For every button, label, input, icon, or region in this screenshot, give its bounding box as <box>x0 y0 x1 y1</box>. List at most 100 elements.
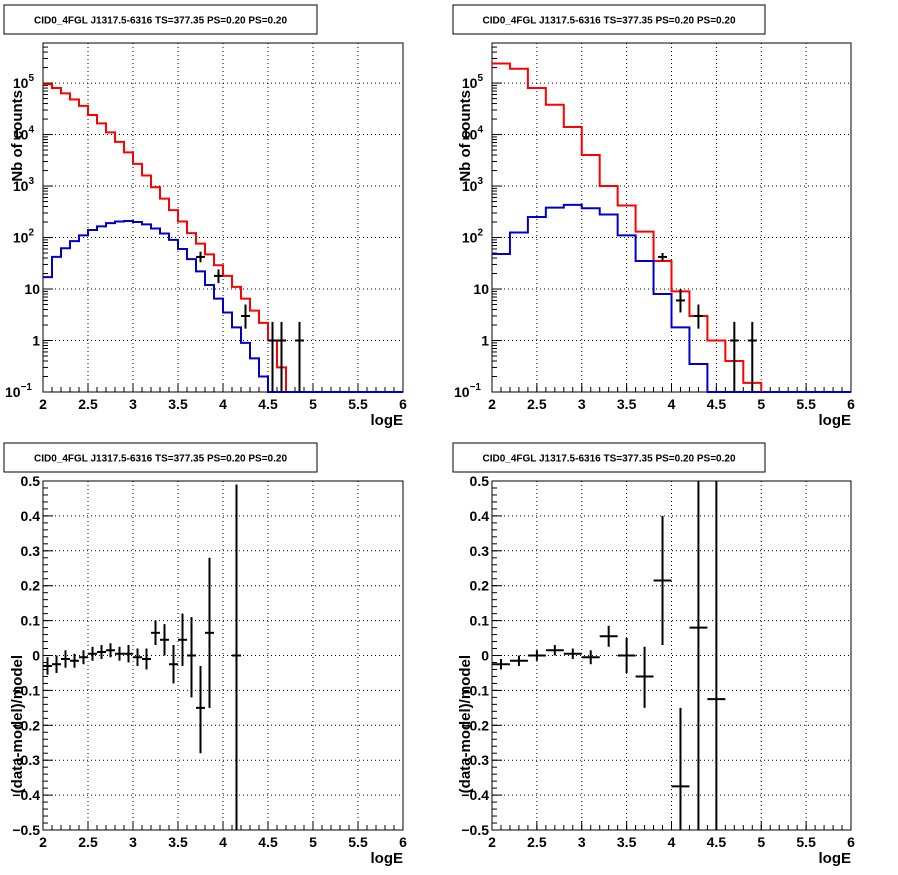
y-tick-label: 0.3 <box>21 543 41 559</box>
model-source-histogram <box>43 219 403 393</box>
y-tick-label: 0 <box>32 648 40 664</box>
x-tick-label: 3 <box>578 834 586 850</box>
y-tick-label: 0.5 <box>21 473 41 489</box>
title-box <box>452 442 766 473</box>
x-axis-title: logE <box>371 412 404 429</box>
y-tick-label: −0.1 <box>461 682 489 698</box>
y-tick-exponent: 5 <box>28 73 34 84</box>
y-tick-label: 0 <box>481 648 489 664</box>
x-tick-label: 5 <box>309 396 317 412</box>
y-tick-label: −0.4 <box>461 787 489 803</box>
x-tick-label: 5.5 <box>796 396 816 412</box>
chart-title: CID0_4FGL J1317.5-6316 TS=377.35 PS=0.20… <box>34 16 287 27</box>
y-tick-exponent: 4 <box>477 125 483 136</box>
y-tick-label: 105 <box>462 73 484 91</box>
y-tick-exponent: 5 <box>477 73 483 84</box>
y-tick-exponent: 3 <box>28 176 34 187</box>
y-tick-label: 1 <box>32 333 40 349</box>
x-tick-label: 3.5 <box>168 396 188 412</box>
y-tick-label: 0.3 <box>470 543 490 559</box>
x-tick-label: 5 <box>757 396 765 412</box>
x-tick-label: 2 <box>39 396 47 412</box>
x-tick-label: 6 <box>399 834 407 850</box>
model-source-histogram <box>492 203 851 393</box>
x-tick-label: 6 <box>847 396 855 412</box>
x-tick-label: 4.5 <box>258 396 278 412</box>
y-tick-label: 102 <box>13 228 35 246</box>
y-tick-label: −0.2 <box>461 717 489 733</box>
y-tick-label: −0.2 <box>12 717 40 733</box>
x-tick-label: 5.5 <box>796 834 816 850</box>
x-tick-label: 2 <box>488 834 496 850</box>
y-tick-label: 0.1 <box>470 613 490 629</box>
x-tick-label: 5 <box>757 834 765 850</box>
x-tick-label: 4.5 <box>707 834 727 850</box>
x-tick-label: 4 <box>219 834 227 850</box>
y-tick-exponent: 2 <box>28 228 34 239</box>
y-tick-exponent: −1 <box>21 382 33 393</box>
x-tick-label: 3 <box>129 396 137 412</box>
y-tick-exponent: −1 <box>470 382 482 393</box>
y-tick-label: 10 <box>473 281 489 297</box>
x-tick-label: 2 <box>488 396 496 412</box>
chart-title: CID0_4FGL J1317.5-6316 TS=377.35 PS=0.20… <box>34 454 287 465</box>
x-tick-label: 4.5 <box>258 834 278 850</box>
x-tick-label: 3.5 <box>617 834 637 850</box>
title-box <box>3 442 318 473</box>
panel-counts-left: CID0_4FGL J1317.5-6316 TS=377.35 PS=0.20… <box>3 4 407 429</box>
x-tick-label: 2 <box>39 834 47 850</box>
x-axis-title: logE <box>371 850 404 867</box>
y-tick-exponent: 2 <box>477 228 483 239</box>
y-tick-label: −0.3 <box>12 752 40 768</box>
chart-title: CID0_4FGL J1317.5-6316 TS=377.35 PS=0.20… <box>482 16 735 27</box>
y-axis-title: (data-model)/model <box>457 655 474 793</box>
x-tick-label: 3.5 <box>617 396 637 412</box>
y-tick-exponent: 3 <box>477 176 483 187</box>
y-axis-title: (data-model)/model <box>9 655 26 793</box>
x-tick-label: 3 <box>129 834 137 850</box>
model-total-histogram <box>43 83 403 393</box>
y-tick-label: 0.4 <box>21 508 41 524</box>
y-tick-exponent: 4 <box>28 125 34 136</box>
y-tick-label: −0.1 <box>12 682 40 698</box>
x-tick-label: 6 <box>399 396 407 412</box>
title-box <box>3 4 318 35</box>
y-axis-title: Nb of counts <box>9 90 26 182</box>
y-tick-label: −0.5 <box>461 822 489 838</box>
title-box <box>452 4 766 35</box>
x-tick-label: 4.5 <box>707 396 727 412</box>
y-tick-label: −0.4 <box>12 787 40 803</box>
plot-frame <box>491 480 852 831</box>
panel-counts-right: CID0_4FGL J1317.5-6316 TS=377.35 PS=0.20… <box>452 4 855 429</box>
x-tick-label: 3 <box>578 396 586 412</box>
panel-residuals-left: CID0_4FGL J1317.5-6316 TS=377.35 PS=0.20… <box>3 442 407 867</box>
x-tick-label: 3.5 <box>168 834 188 850</box>
x-tick-label: 5 <box>309 834 317 850</box>
y-tick-label: 10−1 <box>454 382 481 400</box>
y-tick-label: 0.5 <box>470 473 490 489</box>
y-tick-label: 0.2 <box>21 578 41 594</box>
panel-residuals-right: CID0_4FGL J1317.5-6316 TS=377.35 PS=0.20… <box>452 442 855 867</box>
chart-title: CID0_4FGL J1317.5-6316 TS=377.35 PS=0.20… <box>482 454 735 465</box>
x-tick-label: 2.5 <box>527 834 547 850</box>
x-tick-label: 4 <box>668 396 676 412</box>
x-tick-label: 6 <box>847 834 855 850</box>
y-tick-label: 10−1 <box>5 382 32 400</box>
x-axis-title: logE <box>819 850 852 867</box>
x-tick-label: 4 <box>219 396 227 412</box>
y-tick-label: 0.2 <box>470 578 490 594</box>
x-tick-label: 2.5 <box>78 834 98 850</box>
x-tick-label: 2.5 <box>78 396 98 412</box>
x-tick-label: 5.5 <box>348 396 368 412</box>
plot-frame <box>42 480 404 831</box>
y-tick-label: 105 <box>13 73 35 91</box>
plot-frame <box>42 42 404 393</box>
y-tick-label: 10 <box>24 281 40 297</box>
y-tick-label: −0.5 <box>12 822 40 838</box>
y-axis-title: Nb of counts <box>457 90 474 182</box>
y-tick-label: 1 <box>481 333 489 349</box>
model-total-histogram <box>492 62 851 393</box>
x-tick-label: 5.5 <box>348 834 368 850</box>
y-tick-label: −0.3 <box>461 752 489 768</box>
